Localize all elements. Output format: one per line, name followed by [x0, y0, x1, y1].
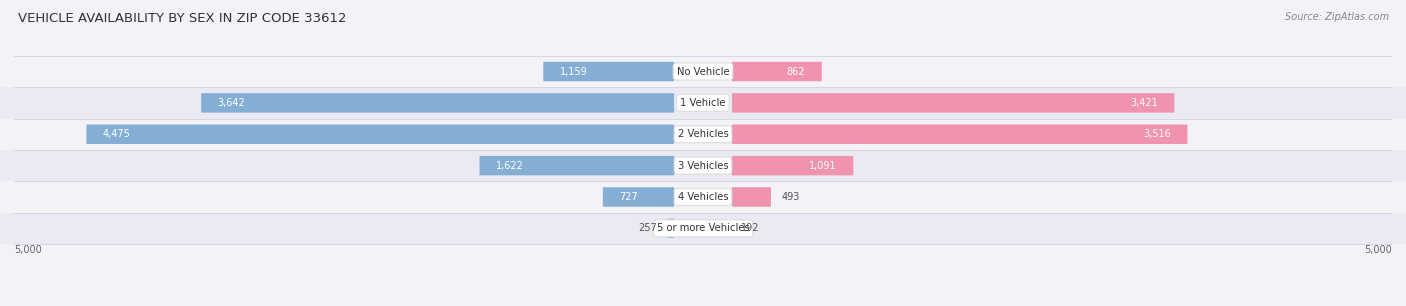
Legend: Male, Female: Male, Female — [644, 304, 762, 306]
FancyBboxPatch shape — [479, 156, 673, 175]
Text: 5,000: 5,000 — [14, 245, 42, 255]
Bar — [0, 119, 1406, 150]
FancyBboxPatch shape — [733, 125, 1188, 144]
Text: 1,622: 1,622 — [496, 161, 524, 171]
FancyBboxPatch shape — [733, 156, 853, 175]
Text: 3 Vehicles: 3 Vehicles — [678, 161, 728, 171]
Text: 1,159: 1,159 — [560, 66, 588, 76]
FancyBboxPatch shape — [733, 187, 770, 207]
FancyBboxPatch shape — [201, 93, 673, 113]
Bar — [0, 150, 1406, 181]
Text: 862: 862 — [787, 66, 806, 76]
Text: No Vehicle: No Vehicle — [676, 66, 730, 76]
FancyBboxPatch shape — [733, 62, 821, 81]
Text: 2 Vehicles: 2 Vehicles — [678, 129, 728, 139]
Text: 192: 192 — [741, 223, 759, 233]
Text: 3,516: 3,516 — [1143, 129, 1171, 139]
FancyBboxPatch shape — [668, 218, 673, 238]
Text: 4,475: 4,475 — [103, 129, 131, 139]
Text: 257: 257 — [638, 223, 657, 233]
FancyBboxPatch shape — [603, 187, 673, 207]
FancyBboxPatch shape — [733, 93, 1174, 113]
Text: 727: 727 — [620, 192, 638, 202]
Text: 5,000: 5,000 — [1364, 245, 1392, 255]
Bar — [0, 181, 1406, 213]
Bar — [0, 56, 1406, 87]
Bar — [0, 213, 1406, 244]
Text: 493: 493 — [782, 192, 800, 202]
Bar — [0, 87, 1406, 119]
Text: 3,421: 3,421 — [1130, 98, 1157, 108]
Text: 5 or more Vehicles: 5 or more Vehicles — [657, 223, 749, 233]
FancyBboxPatch shape — [543, 62, 673, 81]
Text: 4 Vehicles: 4 Vehicles — [678, 192, 728, 202]
Text: Source: ZipAtlas.com: Source: ZipAtlas.com — [1285, 12, 1389, 22]
Text: 1 Vehicle: 1 Vehicle — [681, 98, 725, 108]
Text: 1,091: 1,091 — [810, 161, 837, 171]
Text: VEHICLE AVAILABILITY BY SEX IN ZIP CODE 33612: VEHICLE AVAILABILITY BY SEX IN ZIP CODE … — [18, 12, 347, 25]
FancyBboxPatch shape — [86, 125, 673, 144]
Text: 3,642: 3,642 — [218, 98, 246, 108]
